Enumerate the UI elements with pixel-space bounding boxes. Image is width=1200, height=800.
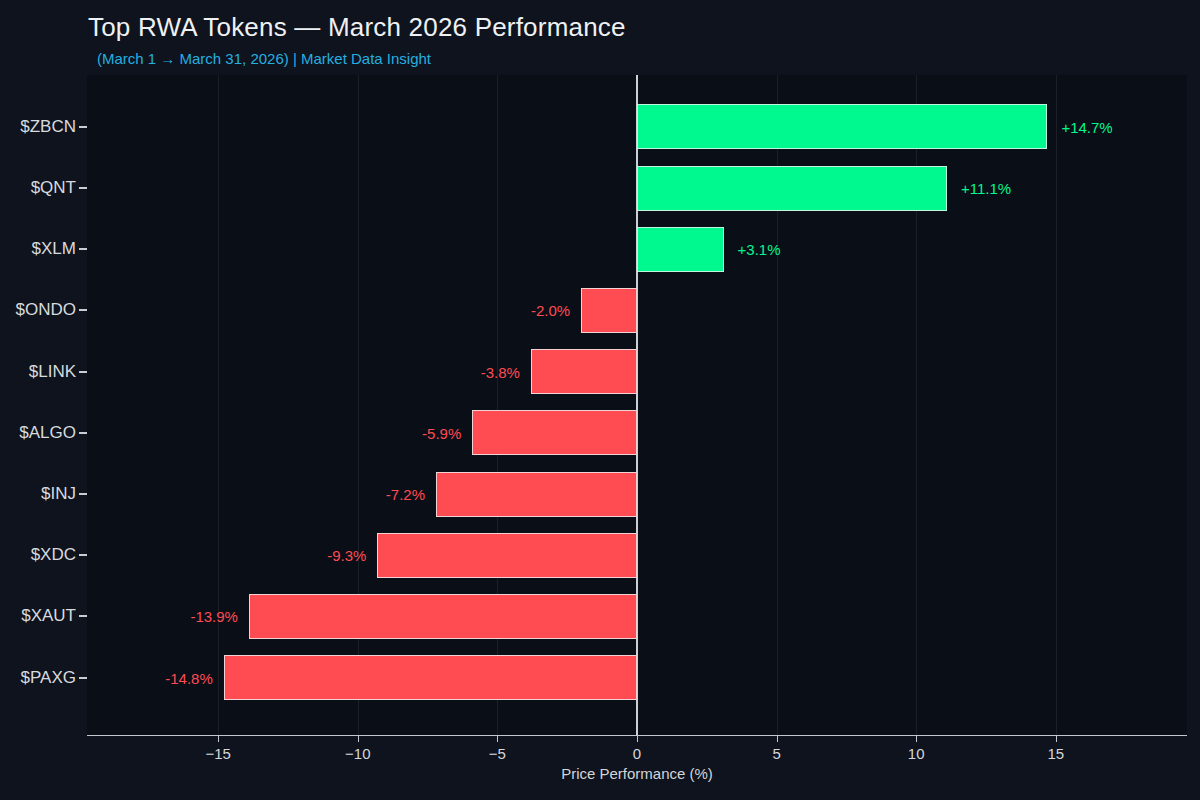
performance-bar	[531, 349, 637, 394]
bar-value-label: +14.7%	[1061, 118, 1112, 135]
y-tick-mark	[79, 677, 87, 679]
x-tick-mark	[358, 735, 359, 742]
y-tick-mark	[79, 615, 87, 617]
bar-value-label: -9.3%	[327, 547, 366, 564]
y-tick-label: $ZBCN	[2, 117, 76, 137]
performance-bar	[224, 655, 637, 700]
gridline	[1056, 75, 1057, 735]
y-tick-mark	[79, 493, 87, 495]
performance-bar	[637, 166, 947, 211]
y-tick-label: $LINK	[2, 362, 76, 382]
x-tick-mark	[916, 735, 917, 742]
bar-value-label: -14.8%	[165, 669, 213, 686]
bar-value-label: -2.0%	[531, 302, 570, 319]
y-tick-mark	[79, 554, 87, 556]
performance-bar	[377, 533, 637, 578]
y-tick-label: $PAXG	[2, 668, 76, 688]
x-tick-mark	[777, 735, 778, 742]
performance-bar	[637, 104, 1047, 149]
x-tick-label: −15	[205, 745, 230, 762]
x-tick-label: 5	[772, 745, 780, 762]
x-tick-label: −5	[489, 745, 506, 762]
x-tick-mark	[497, 735, 498, 742]
y-tick-label: $XDC	[2, 545, 76, 565]
performance-bar	[581, 288, 637, 333]
bar-value-label: -3.8%	[481, 363, 520, 380]
y-tick-label: $XLM	[2, 239, 76, 259]
x-tick-label: −10	[345, 745, 370, 762]
bar-value-label: -13.9%	[190, 608, 238, 625]
performance-bar	[249, 594, 637, 639]
y-tick-mark	[79, 187, 87, 189]
x-tick-label: 15	[1047, 745, 1064, 762]
y-tick-label: $ALGO	[2, 423, 76, 443]
chart-title: Top RWA Tokens — March 2026 Performance	[88, 12, 626, 43]
y-tick-mark	[79, 309, 87, 311]
y-tick-mark	[79, 248, 87, 250]
x-tick-mark	[218, 735, 219, 742]
y-tick-mark	[79, 432, 87, 434]
x-tick-label: 0	[633, 745, 641, 762]
x-tick-mark	[1056, 735, 1057, 742]
bar-value-label: +3.1%	[738, 241, 781, 258]
chart-subtitle: (March 1 → March 31, 2026) | Market Data…	[97, 50, 431, 67]
x-tick-label: 10	[908, 745, 925, 762]
chart-figure: Top RWA Tokens — March 2026 Performance …	[0, 0, 1200, 800]
y-tick-label: $XAUT	[2, 606, 76, 626]
performance-bar	[472, 410, 637, 455]
y-tick-label: $QNT	[2, 178, 76, 198]
bar-value-label: -7.2%	[386, 486, 425, 503]
y-tick-label: $INJ	[2, 484, 76, 504]
y-tick-mark	[79, 371, 87, 373]
gridline	[218, 75, 219, 735]
performance-bar	[436, 472, 637, 517]
performance-bar	[637, 227, 724, 272]
x-axis-title: Price Performance (%)	[87, 765, 1187, 782]
x-tick-mark	[637, 735, 638, 742]
bar-value-label: -5.9%	[422, 424, 461, 441]
bar-value-label: +11.1%	[961, 180, 1011, 197]
y-tick-label: $ONDO	[2, 300, 76, 320]
y-tick-mark	[79, 126, 87, 128]
